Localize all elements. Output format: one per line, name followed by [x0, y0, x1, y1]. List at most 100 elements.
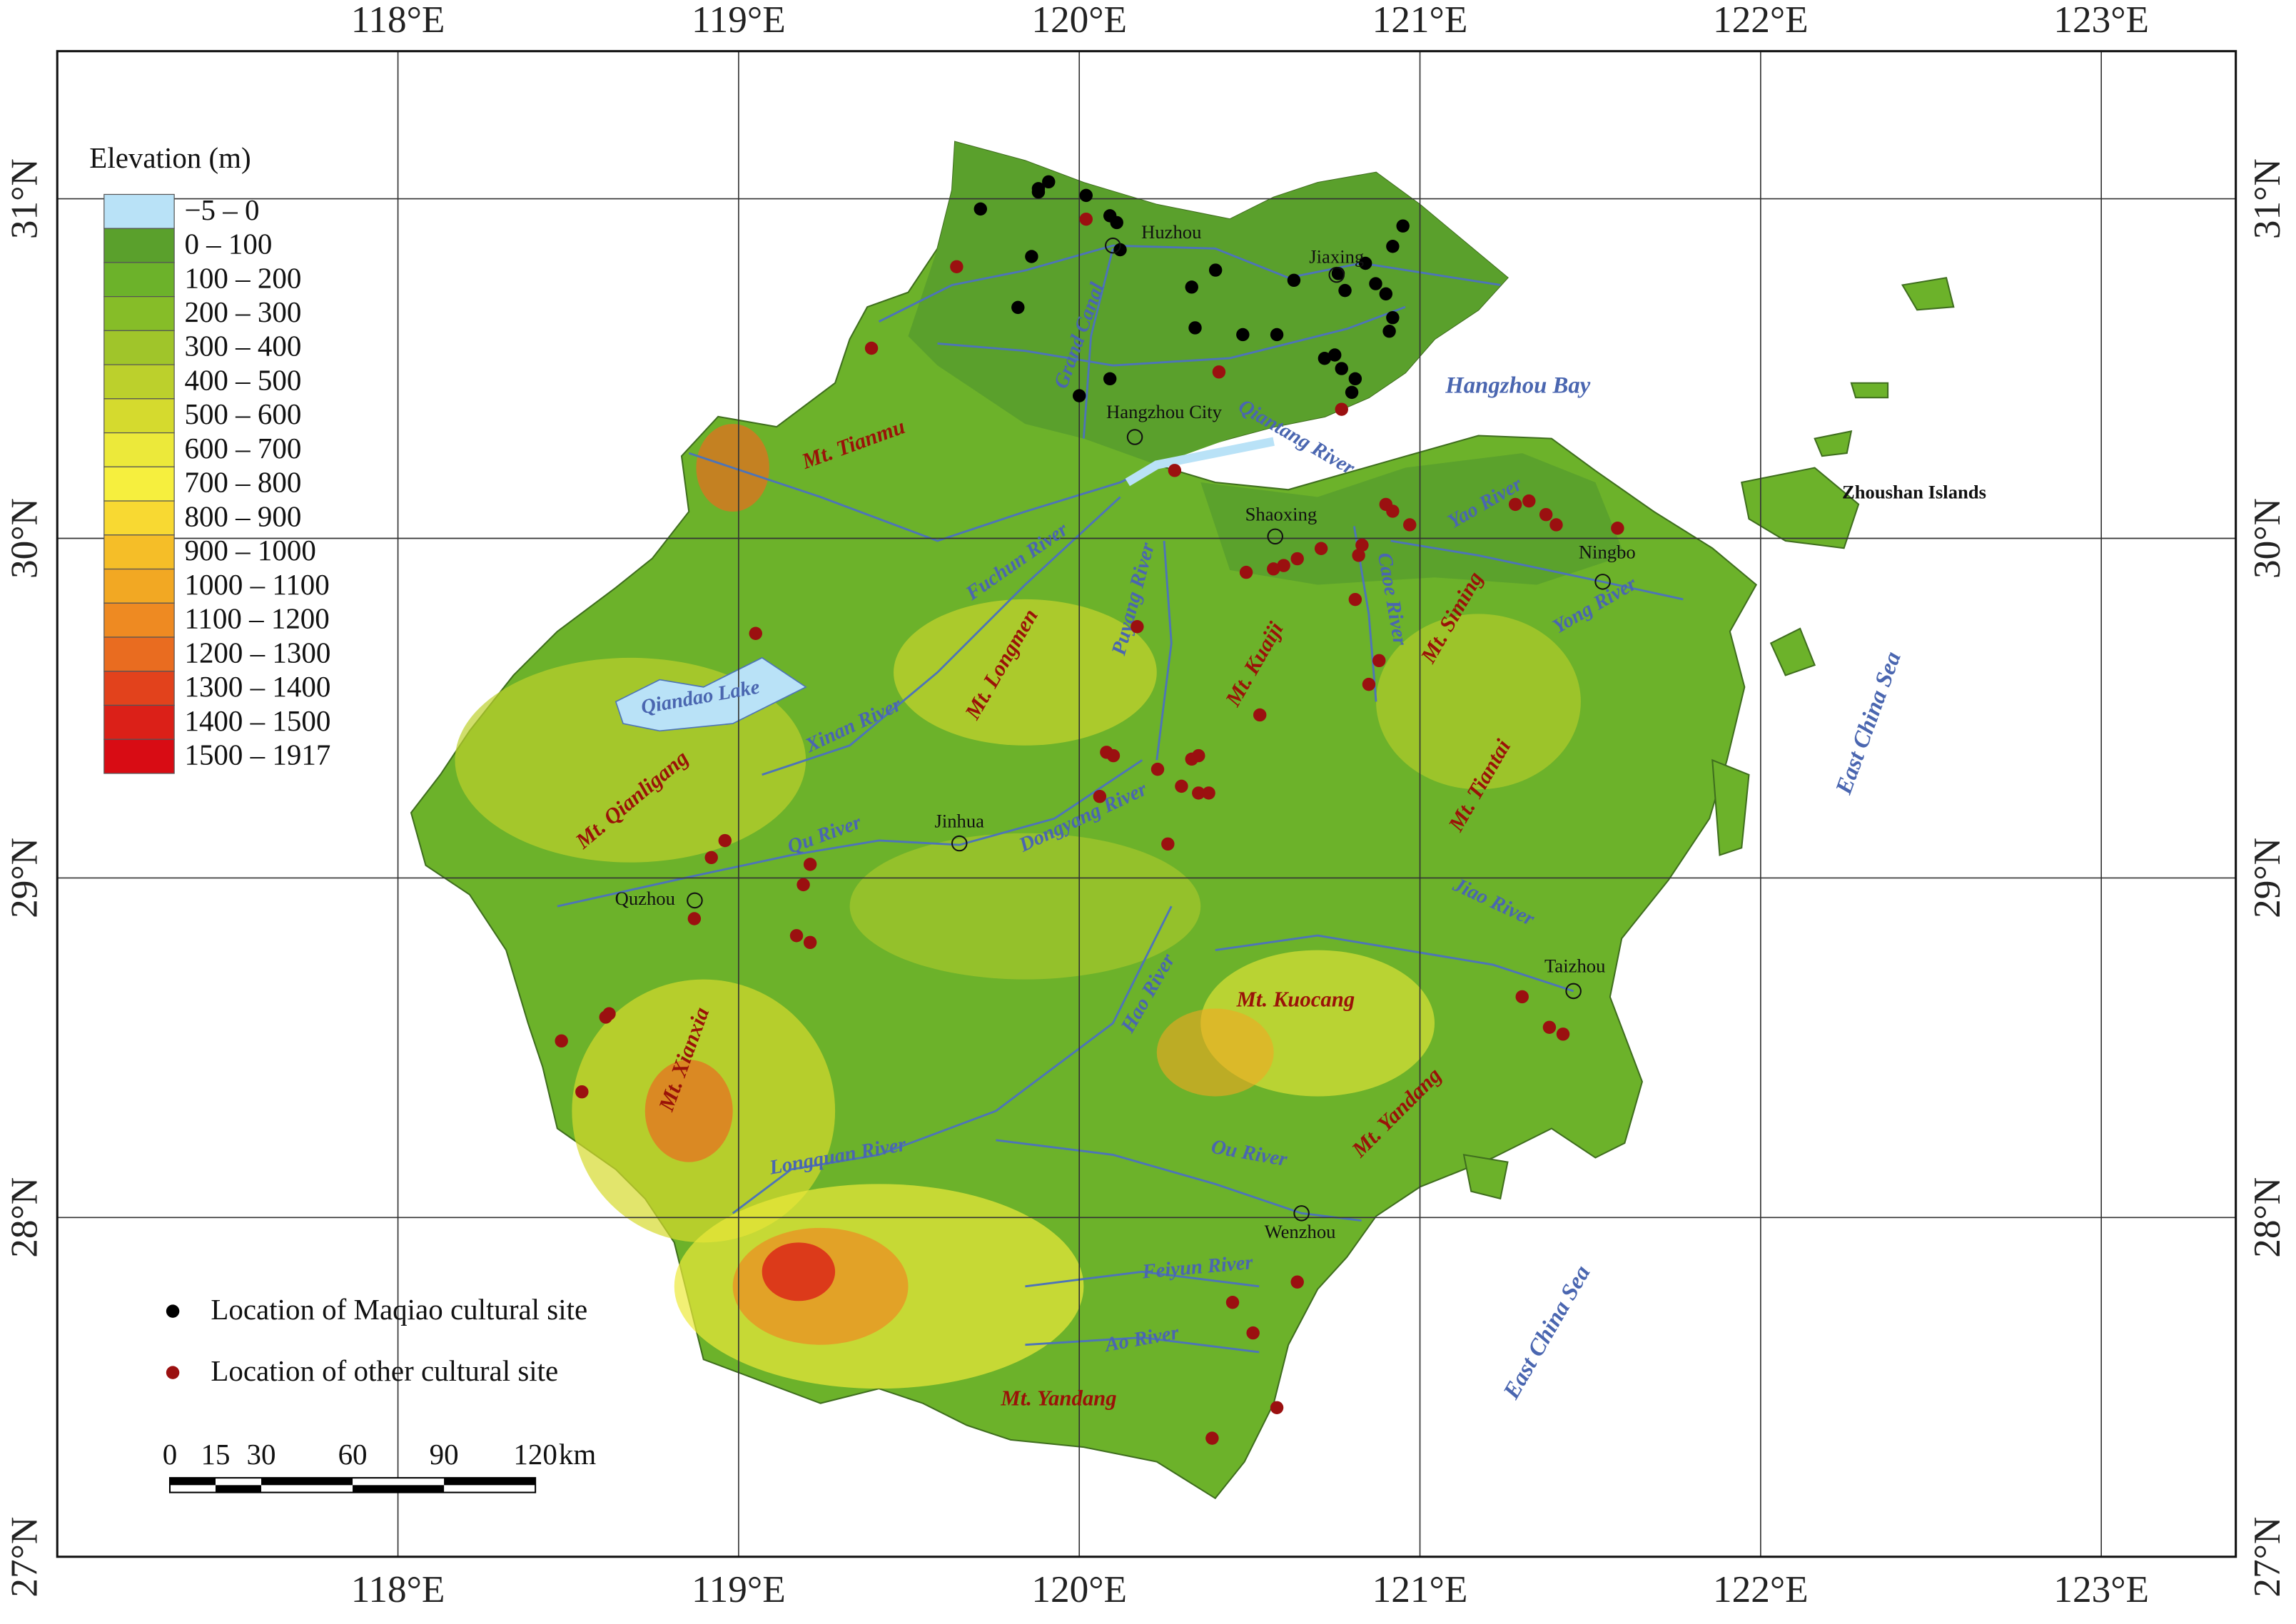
lat-tick-label: 30°N — [2246, 498, 2288, 579]
city-label: Taizhou — [1544, 955, 1605, 976]
legend-swatch — [103, 466, 175, 502]
site-point — [1287, 273, 1301, 288]
lon-tick-label: 121°E — [1372, 0, 1468, 41]
site-point — [1386, 310, 1400, 325]
city-marker — [687, 892, 703, 909]
site-point — [1011, 300, 1025, 315]
site-point — [1253, 708, 1267, 722]
sea-label: Hangzhou Bay — [1445, 372, 1590, 398]
legend-label: 1300 – 1400 — [184, 670, 330, 703]
legend-swatch — [103, 262, 175, 298]
site-point — [1386, 504, 1400, 518]
lat-tick-label: 27°N — [2246, 1517, 2288, 1598]
legend-label: 800 – 900 — [184, 499, 301, 532]
legend-swatch — [103, 228, 175, 263]
lat-tick-label: 31°N — [3, 158, 45, 239]
site-point — [1150, 762, 1165, 776]
lat-tick-label: 30°N — [3, 498, 45, 579]
scale-segment — [216, 1485, 262, 1493]
site-point — [1611, 522, 1624, 535]
legend-marker — [166, 1366, 180, 1379]
city-label: Huzhou — [1141, 221, 1201, 243]
legend-label: 900 – 1000 — [184, 534, 315, 567]
legend-swatch — [103, 432, 175, 467]
mountain-label: Mt. Kuocang — [1236, 987, 1355, 1011]
site-point — [1539, 507, 1553, 522]
legend-label: 1000 – 1100 — [184, 568, 329, 601]
site-point — [749, 626, 762, 640]
site-point — [1338, 283, 1352, 298]
site-point — [1168, 464, 1182, 477]
city-label: Jinhua — [934, 810, 984, 831]
lat-tick-label: 29°N — [2246, 838, 2288, 918]
legend-swatch — [103, 704, 175, 740]
site-point — [973, 202, 988, 216]
site-point — [1348, 592, 1362, 607]
city-marker — [1267, 528, 1283, 545]
city-label: Hangzhou City — [1106, 401, 1223, 422]
site-point — [1267, 562, 1280, 576]
site-point — [1246, 1326, 1260, 1340]
site-point — [1348, 372, 1362, 386]
legend-label: −5 – 0 — [184, 193, 259, 226]
legend-swatch — [103, 671, 175, 706]
lat-tick-label: 31°N — [2246, 158, 2288, 239]
city-marker — [1105, 237, 1121, 254]
site-point — [1175, 779, 1188, 793]
scale-label: 0 — [163, 1438, 177, 1471]
site-point — [1079, 212, 1093, 226]
site-point — [1042, 175, 1056, 189]
site-point — [1103, 372, 1117, 386]
legend-swatch — [103, 500, 175, 536]
site-point — [864, 341, 879, 355]
legend-swatch — [103, 330, 175, 365]
lon-tick-label: 120°E — [1031, 0, 1127, 41]
site-point — [1188, 321, 1202, 335]
legend-swatch — [103, 364, 175, 400]
lon-tick-label: 118°E — [351, 0, 445, 41]
site-point — [1549, 518, 1563, 532]
legend-swatch — [103, 739, 175, 774]
site-point — [602, 1007, 616, 1020]
site-point — [1185, 280, 1198, 294]
site-point — [1556, 1027, 1570, 1041]
lon-tick-label: 123°E — [2053, 1568, 2149, 1610]
legend-label: 400 – 500 — [184, 363, 301, 396]
site-point — [1192, 786, 1205, 800]
city-marker — [1126, 429, 1143, 445]
site-point — [1205, 1431, 1219, 1445]
legend-label: 300 – 400 — [184, 330, 301, 362]
legend-label: 1100 – 1200 — [184, 602, 329, 635]
legend-swatch — [103, 636, 175, 672]
lon-tick-label: 119°E — [692, 0, 786, 41]
site-point — [1290, 552, 1304, 566]
site-point — [1386, 240, 1400, 253]
site-point — [1239, 565, 1253, 579]
legend-label: 700 – 800 — [184, 466, 301, 499]
legend-label: 500 – 600 — [184, 397, 301, 430]
map-frame — [56, 50, 2237, 1558]
site-point — [1290, 1275, 1304, 1289]
lat-tick-label: 29°N — [3, 838, 45, 918]
city-label: Jiaxing — [1309, 246, 1364, 268]
site-point — [1113, 243, 1127, 257]
city-marker — [951, 835, 968, 852]
lon-tick-label: 121°E — [1372, 1568, 1468, 1610]
site-point — [1208, 263, 1223, 277]
legend-swatch — [103, 602, 175, 638]
site-point — [1362, 677, 1376, 691]
site-point — [1352, 549, 1365, 562]
legend-label: Location of other cultural site — [211, 1354, 558, 1387]
legend-label: 1200 – 1300 — [184, 636, 330, 669]
mountain-label: Mt. Yandang — [1000, 1386, 1116, 1411]
site-point — [1327, 348, 1342, 362]
scale-label: 90 — [430, 1438, 459, 1471]
legend-label: 200 – 300 — [184, 295, 301, 328]
site-point — [1031, 185, 1046, 199]
legend-label: 0 – 100 — [184, 228, 272, 260]
site-point — [1515, 990, 1529, 1004]
scale-segment — [261, 1478, 353, 1486]
rivers — [557, 244, 1684, 1354]
